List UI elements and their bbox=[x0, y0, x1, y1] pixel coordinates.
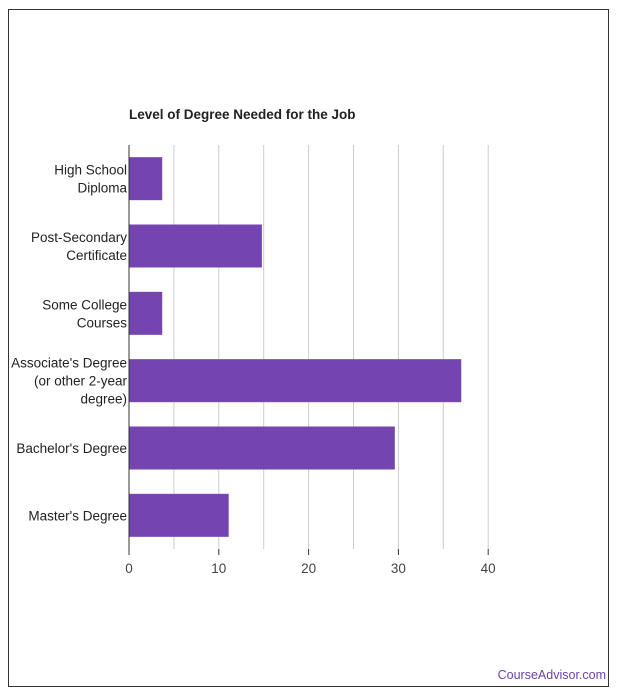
bar bbox=[129, 157, 163, 201]
chart-title: Level of Degree Needed for the Job bbox=[129, 107, 356, 122]
bar bbox=[129, 291, 163, 335]
category-label: Bachelor's Degree bbox=[16, 441, 127, 456]
category-label: High School Diploma bbox=[54, 163, 127, 196]
category-label-line: Associate's Degree bbox=[11, 356, 127, 371]
course-advisor-link[interactable]: CourseAdvisor.com bbox=[497, 668, 606, 682]
bar bbox=[129, 359, 462, 403]
category-label: Associate's Degree (or other 2-year degree… bbox=[11, 356, 127, 407]
bars bbox=[129, 157, 462, 537]
category-label-line: degree) bbox=[80, 392, 127, 407]
category-label-line: High School bbox=[54, 163, 127, 178]
bar bbox=[129, 493, 229, 537]
bar bbox=[129, 224, 262, 268]
category-label: Master's Degree bbox=[28, 508, 127, 523]
axes bbox=[128, 145, 489, 555]
category-label-line: Post-Secondary bbox=[31, 230, 127, 245]
x-tick-label: 10 bbox=[211, 561, 226, 576]
bar bbox=[129, 426, 395, 470]
category-label: Some College Courses bbox=[42, 297, 127, 330]
category-label-line: Certificate bbox=[66, 248, 127, 263]
x-tick-label: 40 bbox=[481, 561, 496, 576]
category-label-line: Master's Degree bbox=[28, 508, 127, 523]
grid-lines bbox=[173, 145, 489, 549]
category-label-line: Courses bbox=[77, 315, 128, 330]
x-tick-labels: 0 10 20 30 40 bbox=[125, 561, 495, 576]
x-tick-label: 0 bbox=[125, 561, 133, 576]
category-label: Post-Secondary Certificate bbox=[31, 230, 127, 263]
x-tick-label: 30 bbox=[391, 561, 406, 576]
category-label-line: Bachelor's Degree bbox=[16, 441, 127, 456]
category-label-line: (or other 2-year bbox=[34, 374, 128, 389]
category-label-line: Some College bbox=[42, 297, 127, 312]
category-labels: High School Diploma Post-Secondary Certific… bbox=[11, 163, 127, 524]
category-label-line: Diploma bbox=[77, 181, 127, 196]
x-tick-label: 20 bbox=[301, 561, 316, 576]
